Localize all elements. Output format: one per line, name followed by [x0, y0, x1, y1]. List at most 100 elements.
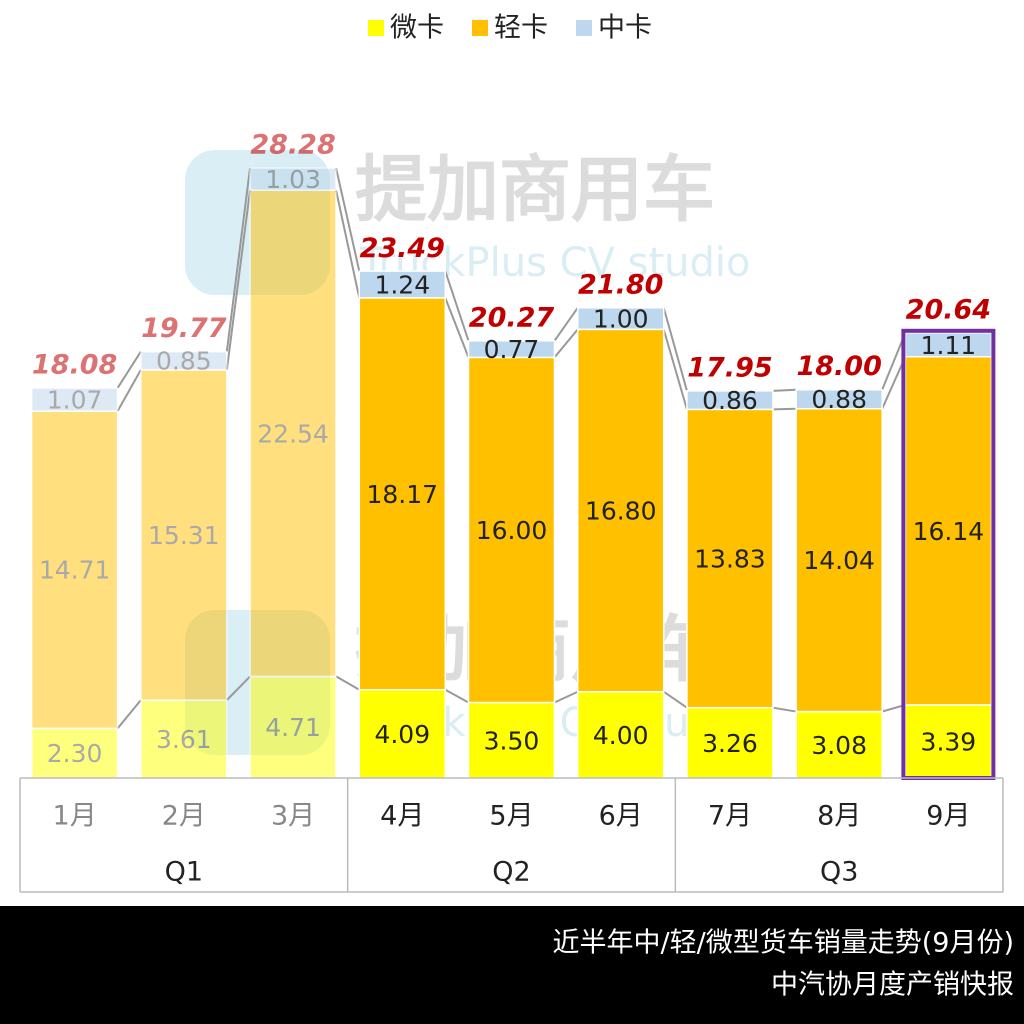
legend-label: 微卡	[390, 13, 444, 44]
total-label: 18.08	[32, 350, 117, 381]
bar-stack: 3.08 14.04 0.88	[795, 385, 883, 779]
footer-band	[0, 906, 1024, 1024]
bar-segment	[140, 369, 228, 701]
series-line	[225, 167, 252, 352]
x-tick-label: 3月	[271, 801, 315, 832]
legend-swatch	[472, 20, 488, 36]
value-label: 1.11	[921, 331, 977, 360]
series-line	[554, 690, 579, 704]
legend-swatch	[368, 20, 384, 36]
legend-label: 中卡	[598, 13, 652, 44]
bar-segment	[576, 328, 665, 693]
total-label: 20.27	[469, 302, 555, 333]
bar-segment	[904, 704, 993, 779]
x-tick-label: 1月	[53, 801, 97, 832]
x-tick-label: 6月	[599, 801, 643, 832]
series-line	[444, 297, 470, 358]
bar-segment	[686, 408, 774, 709]
value-label: 4.09	[374, 720, 430, 749]
value-label: 4.00	[593, 721, 649, 750]
total-label: 23.49	[360, 233, 445, 264]
series-line	[444, 688, 469, 704]
value-label: 1.00	[593, 305, 649, 334]
value-label: 3.61	[156, 725, 212, 754]
value-label: 2.30	[47, 739, 103, 768]
bar-segment	[249, 189, 337, 678]
value-label: 3.39	[921, 727, 977, 756]
legend-swatch	[576, 20, 592, 36]
series-line	[772, 407, 797, 411]
x-tick-label: 8月	[817, 801, 861, 832]
bar-segment	[467, 701, 556, 779]
series-line	[772, 706, 797, 713]
group-label: Q3	[820, 857, 858, 888]
bar-stack: 3.26 13.83 0.86	[686, 386, 774, 779]
bar-segment	[576, 690, 665, 779]
bar-segment	[358, 297, 447, 691]
bar-segment	[249, 675, 337, 779]
bar-stack: 3.61 15.31 0.85	[140, 347, 228, 779]
bar-segment	[795, 388, 883, 410]
value-label: 15.31	[148, 521, 220, 550]
bar-segment	[795, 407, 883, 713]
value-label: 14.04	[803, 546, 875, 575]
x-tick-label: 5月	[489, 801, 533, 832]
series-line	[116, 351, 142, 389]
series-line	[335, 190, 361, 299]
x-tick-label: 7月	[708, 801, 752, 832]
series-line	[116, 699, 142, 730]
bar-segment	[249, 167, 337, 191]
bar-stack: 3.50 16.00 0.77	[467, 335, 556, 779]
total-label: 17.95	[687, 352, 772, 383]
total-label: 21.80	[578, 269, 663, 300]
bar-segment	[467, 340, 556, 359]
series-line	[772, 388, 797, 392]
series-line	[553, 307, 579, 342]
value-label: 0.85	[156, 347, 212, 376]
value-label: 0.77	[484, 335, 540, 364]
bar-stack: 4.09 18.17 1.24	[358, 270, 447, 779]
value-label: 22.54	[257, 419, 329, 448]
bar-segment	[467, 356, 556, 704]
total-label: 20.64	[906, 294, 991, 325]
value-label: 1.03	[265, 165, 321, 194]
bar-stack: 4.71 22.54 1.03	[249, 165, 337, 779]
value-label: 18.17	[366, 480, 438, 509]
series-line	[444, 270, 470, 342]
value-label: 16.00	[476, 516, 548, 545]
bar-segment	[576, 307, 665, 331]
total-label: 28.28	[250, 130, 335, 161]
bar-segment	[30, 387, 119, 412]
x-tick-label: 9月	[926, 801, 970, 832]
value-label: 0.86	[702, 386, 758, 415]
value-label: 0.88	[811, 385, 867, 414]
value-label: 16.14	[913, 517, 985, 546]
series-line	[116, 369, 142, 412]
bar-stack: 2.30 14.71 1.07	[30, 386, 119, 779]
group-label: Q1	[165, 857, 203, 888]
series-line	[662, 307, 688, 392]
group-label: Q2	[492, 857, 530, 888]
bar-segment	[30, 410, 119, 730]
series-line	[335, 675, 360, 691]
x-tick-label: 2月	[162, 801, 206, 832]
series-line	[662, 329, 688, 410]
value-label: 13.83	[694, 545, 766, 574]
value-label: 16.80	[585, 497, 657, 526]
value-label: 1.07	[47, 386, 103, 415]
series-line	[226, 675, 251, 701]
value-label: 4.71	[265, 713, 321, 742]
value-label: 3.50	[484, 726, 540, 755]
series-line	[663, 690, 688, 709]
bar-stack: 3.39 16.14 1.11	[904, 331, 993, 779]
total-label: 19.77	[141, 313, 227, 344]
total-label: 18.00	[796, 351, 881, 382]
footer-title: 近半年中/轻/微型货车销量走势(9月份)	[553, 928, 1014, 959]
series-line	[225, 190, 252, 371]
x-tick-label: 4月	[380, 801, 424, 832]
bar-segment	[795, 710, 883, 779]
value-label: 3.26	[702, 729, 758, 758]
value-label: 3.08	[811, 731, 867, 760]
legend-label: 轻卡	[494, 13, 548, 44]
